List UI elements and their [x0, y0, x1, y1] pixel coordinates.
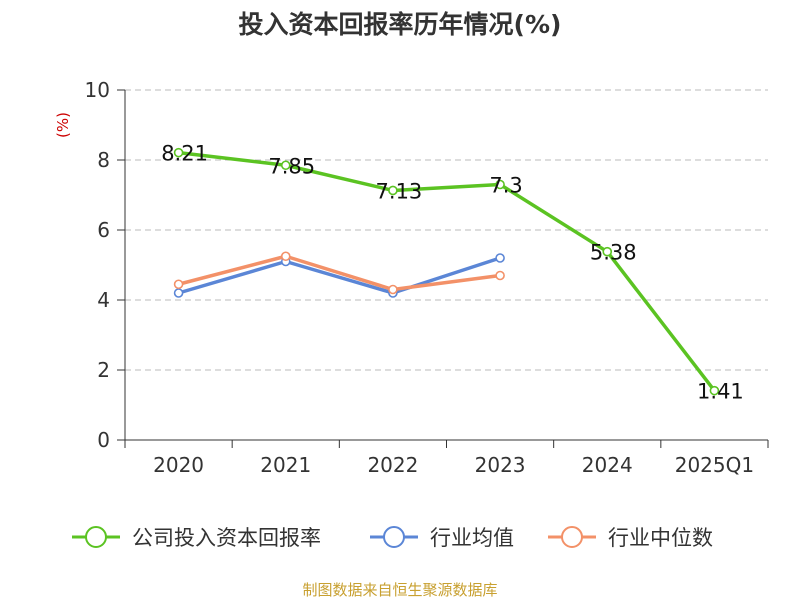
- legend-marker: [383, 526, 405, 548]
- data-point: [709, 385, 720, 396]
- x-tick-label: 2024: [582, 453, 633, 477]
- legend-label: 公司投入资本回报率: [132, 526, 321, 550]
- series-line-0: [176, 150, 717, 393]
- data-point: [173, 279, 184, 290]
- axes: 0 2 4 6 8 10 2020 2021 2022 2023 2024 2025Q1: [85, 78, 769, 477]
- x-tick-label: 2025Q1: [675, 453, 754, 477]
- series-line-2: [176, 254, 502, 292]
- data-label: 7.85: [268, 154, 315, 178]
- y-tick-label: 8: [97, 148, 110, 172]
- source-note: 制图数据来自恒生聚源数据库: [302, 581, 497, 599]
- data-point: [280, 251, 291, 262]
- y-tick-label: 2: [97, 358, 110, 382]
- data-point: [388, 185, 398, 196]
- grid: [125, 89, 768, 371]
- x-tick-label: 2020: [153, 453, 204, 477]
- data-point: [495, 270, 505, 281]
- data-label: 1.41: [697, 380, 744, 404]
- data-labels: 8.21 7.85 7.13 7.3 5.38 1.41: [161, 142, 744, 404]
- data-point: [388, 284, 398, 295]
- x-tick-label: 2023: [475, 453, 526, 477]
- data-point: [495, 253, 505, 263]
- data-label: 7.3: [489, 174, 522, 198]
- x-tick-label: 2022: [367, 453, 418, 477]
- data-point: [495, 179, 505, 190]
- y-tick-label: 0: [97, 428, 110, 452]
- data-point: [602, 246, 613, 257]
- series-layer: [173, 147, 720, 396]
- y-tick-label: 6: [97, 218, 110, 242]
- y-tick-label: 4: [97, 288, 110, 312]
- data-point: [280, 160, 291, 171]
- y-axis-unit: (%): [54, 112, 72, 138]
- y-tick-label: 10: [85, 78, 110, 102]
- data-label: 5.38: [590, 241, 637, 265]
- series-line-1: [176, 256, 502, 295]
- data-point: [173, 288, 184, 298]
- legend: 公司投入资本回报率 行业均值 行业中位数: [72, 526, 713, 550]
- legend-marker: [561, 526, 583, 548]
- legend-label: 行业中位数: [608, 526, 713, 550]
- data-label: 8.21: [161, 142, 208, 166]
- x-tick-label: 2021: [260, 453, 311, 477]
- legend-label: 行业均值: [430, 526, 514, 550]
- chart-title: 投入资本回报率历年情况(%): [239, 10, 562, 39]
- data-label: 7.13: [376, 179, 423, 203]
- data-point: [173, 147, 184, 158]
- legend-marker: [85, 526, 107, 548]
